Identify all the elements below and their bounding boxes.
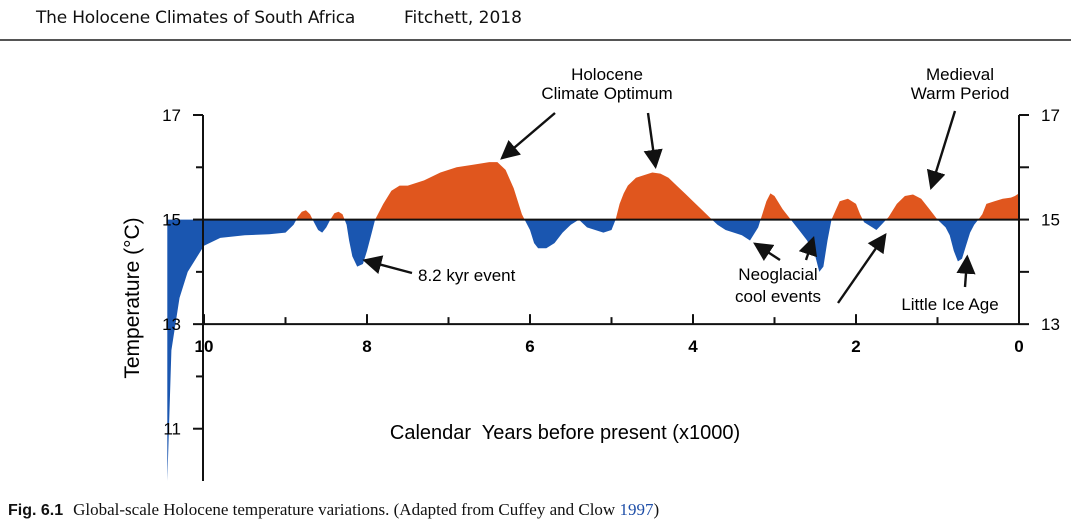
y-tick-label-left: 11 — [163, 420, 181, 439]
warm-anomaly-area-9 — [615, 172, 712, 220]
y-tick-label-left: 17 — [162, 106, 181, 125]
annotation-label: Little Ice Age — [901, 295, 998, 314]
warm-anomaly-area-1 — [296, 210, 313, 220]
caption-text: Global-scale Holocene temperature variat… — [73, 500, 620, 519]
annotation-arrow — [500, 112, 556, 160]
book-title: The Holocene Climates of South Africa — [36, 8, 356, 28]
y-tick-label-left: 15 — [162, 211, 181, 230]
x-tick-label: 0 — [1014, 337, 1023, 356]
annotation-arrow — [362, 255, 413, 275]
x-axis-label: Calendar Years before present (x1000) — [390, 422, 740, 444]
warm-anomaly-area-5 — [375, 162, 525, 220]
x-tick-label: 8 — [362, 337, 371, 356]
annotation-arrow — [926, 110, 957, 190]
x-tick-label: 6 — [525, 337, 534, 356]
cool-anomaly-area-4 — [344, 219, 376, 267]
y-axis-label: Temperature (°C) — [121, 217, 144, 378]
annotation-arrow — [798, 236, 818, 261]
annotation-label: cool events — [735, 287, 821, 306]
figure-label: Fig. 6.1 — [8, 502, 64, 519]
annotation-arrow — [753, 242, 781, 262]
cool-anomaly-area-2 — [312, 219, 331, 233]
page-header: The Holocene Climates of South Africa Fi… — [0, 0, 1071, 41]
annotation-arrow — [643, 112, 663, 169]
warm-anomaly-area-3 — [330, 211, 345, 220]
header-divider — [0, 39, 1071, 41]
x-tick-label: 4 — [688, 337, 698, 356]
cool-anomaly-area-10 — [712, 219, 761, 241]
y-tick-label-right: 17 — [1041, 106, 1060, 125]
cool-anomaly-area-0 — [167, 219, 297, 481]
annotation-label: Holocene — [571, 65, 643, 84]
warm-anomaly-area-15 — [886, 194, 938, 220]
warm-anomaly-area-17 — [978, 193, 1019, 220]
x-tick-label: 2 — [851, 337, 860, 356]
annotation-label: 8.2 kyr event — [418, 266, 516, 285]
y-tick-label-right: 15 — [1041, 211, 1060, 230]
cool-anomaly-area-8 — [578, 219, 616, 233]
caption-tail: ) — [653, 500, 660, 519]
y-tick-label-left: 13 — [162, 315, 181, 334]
annotation-label: Warm Period — [911, 84, 1010, 103]
axis-ticks — [193, 114, 1029, 430]
warm-anomaly-area-13 — [831, 198, 863, 220]
cool-anomaly-area-14 — [862, 219, 887, 230]
holocene-temperature-chart: 17 15 13 11 17 15 13 10 8 6 4 2 0 Temperature (°C) C… — [121, 65, 1060, 481]
reference-link[interactable]: 1997 — [619, 500, 654, 519]
annotation-arrow — [956, 254, 976, 288]
annotation-arrow — [837, 232, 887, 304]
cool-anomaly-area-6 — [524, 219, 579, 249]
cool-anomaly-area-16 — [937, 219, 979, 262]
author-citation: Fitchett, 2018 — [404, 8, 522, 28]
warm-anomaly-area-11 — [760, 193, 791, 220]
x-tick-label: 10 — [195, 337, 214, 356]
annotation-label: Climate Optimum — [541, 84, 672, 103]
annotation-label: Medieval — [926, 65, 994, 84]
figure-caption: Fig. 6.1 Global-scale Holocene temperatur… — [8, 500, 659, 520]
tick-labels: 17 15 13 11 17 15 13 10 8 6 4 2 0 — [162, 106, 1060, 439]
y-tick-label-right: 13 — [1041, 315, 1060, 334]
annotation-label: Neoglacial — [738, 265, 817, 284]
